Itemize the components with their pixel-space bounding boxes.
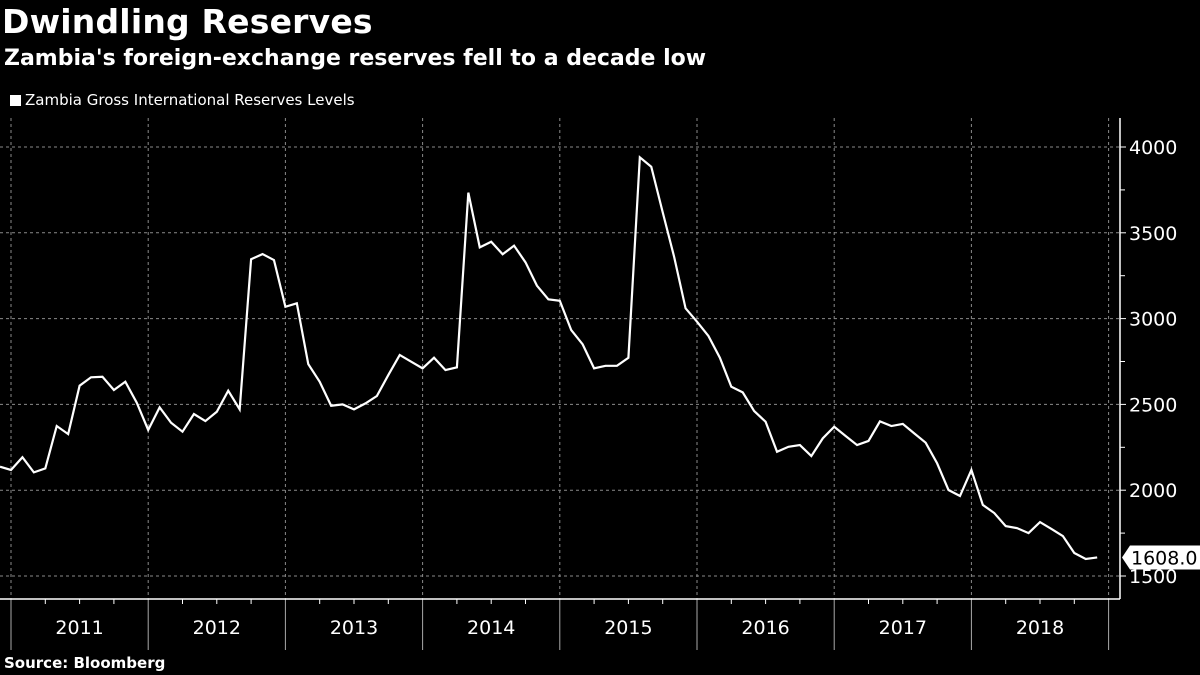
x-tick-label: 2018 bbox=[1016, 617, 1064, 639]
legend-label: Zambia Gross International Reserves Leve… bbox=[25, 91, 355, 109]
y-tick-label: 1500 bbox=[1129, 566, 1177, 588]
source-note: Source: Bloomberg bbox=[4, 654, 166, 672]
x-tick-label: 2013 bbox=[330, 617, 378, 639]
chart-title: Dwindling Reserves bbox=[2, 2, 373, 41]
y-tick-label: 3500 bbox=[1129, 223, 1177, 245]
y-tick-label: 2000 bbox=[1129, 480, 1177, 502]
y-tick-label: 3000 bbox=[1129, 309, 1177, 331]
x-tick-label: 2015 bbox=[604, 617, 652, 639]
last-value-tag bbox=[1122, 545, 1200, 570]
reserves-line bbox=[0, 155, 1098, 561]
x-tick-label: 2012 bbox=[193, 617, 241, 639]
legend: Zambia Gross International Reserves Leve… bbox=[10, 91, 355, 109]
legend-swatch bbox=[10, 94, 21, 106]
y-tick-label: 4000 bbox=[1129, 137, 1177, 159]
x-tick-label: 2014 bbox=[467, 617, 515, 639]
last-value-label: 1608.0 bbox=[1131, 547, 1197, 569]
x-tick-label: 2017 bbox=[879, 617, 927, 639]
y-tick-label: 2500 bbox=[1129, 394, 1177, 416]
x-tick-label: 2016 bbox=[741, 617, 789, 639]
chart-subtitle: Zambia's foreign-exchange reserves fell … bbox=[4, 46, 707, 71]
x-tick-label: 2011 bbox=[55, 617, 103, 639]
